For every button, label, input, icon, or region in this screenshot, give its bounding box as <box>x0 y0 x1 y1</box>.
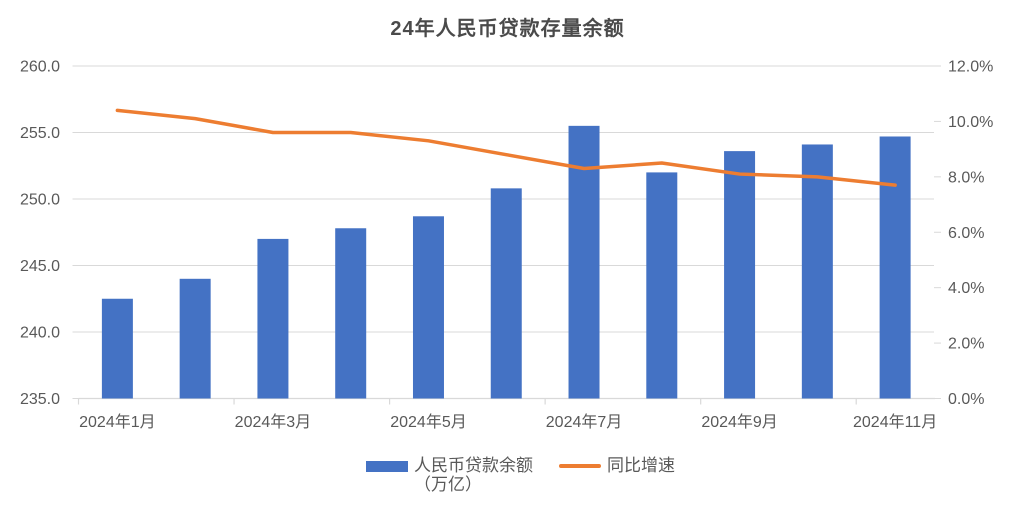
left-axis-label: 255.0 <box>20 125 60 142</box>
bar-series-swatch <box>366 461 408 472</box>
right-axis-label: 0.0% <box>948 391 984 408</box>
bar <box>179 278 211 399</box>
right-axis-label: 12.0% <box>948 59 993 76</box>
bar <box>335 228 367 399</box>
bar <box>101 298 133 399</box>
bar <box>801 144 833 399</box>
left-axis-label: 240.0 <box>20 325 60 342</box>
bar <box>724 151 756 399</box>
line-series-label: 同比增速 <box>607 456 675 475</box>
x-axis-label: 2024年3月 <box>235 413 312 431</box>
legend-item-loan-balance: 人民币贷款余额 （万亿） <box>366 456 533 494</box>
left-axis-label: 245.0 <box>20 258 60 275</box>
left-axis-label: 260.0 <box>20 59 60 76</box>
bar <box>490 188 522 399</box>
bar <box>646 172 678 399</box>
x-axis-label: 2024年11月 <box>853 413 937 431</box>
legend-item-yoy-growth: 同比增速 <box>559 456 675 475</box>
trend-line <box>115 108 897 187</box>
line-series-swatch <box>559 464 601 468</box>
right-axis-label: 4.0% <box>948 280 984 297</box>
x-axis-label: 2024年5月 <box>390 413 467 431</box>
x-axis-label: 2024年7月 <box>546 413 623 431</box>
right-axis-label: 10.0% <box>948 114 993 131</box>
bar <box>257 238 289 399</box>
bar <box>412 216 444 399</box>
right-axis-label: 8.0% <box>948 169 984 186</box>
left-axis-label: 250.0 <box>20 192 60 209</box>
bar-series-label: 人民币贷款余额 （万亿） <box>414 456 533 494</box>
right-axis-label: 6.0% <box>948 225 984 242</box>
bar <box>568 125 600 399</box>
right-axis-label: 2.0% <box>948 336 984 353</box>
left-axis-label: 235.0 <box>20 391 60 408</box>
legend: 人民币贷款余额 （万亿） 同比增速 <box>0 456 1015 494</box>
x-axis-label: 2024年1月 <box>79 413 156 431</box>
chart-title: 24年人民币贷款存量余额 <box>390 18 625 40</box>
bar <box>879 136 911 399</box>
x-axis-label: 2024年9月 <box>701 413 778 431</box>
